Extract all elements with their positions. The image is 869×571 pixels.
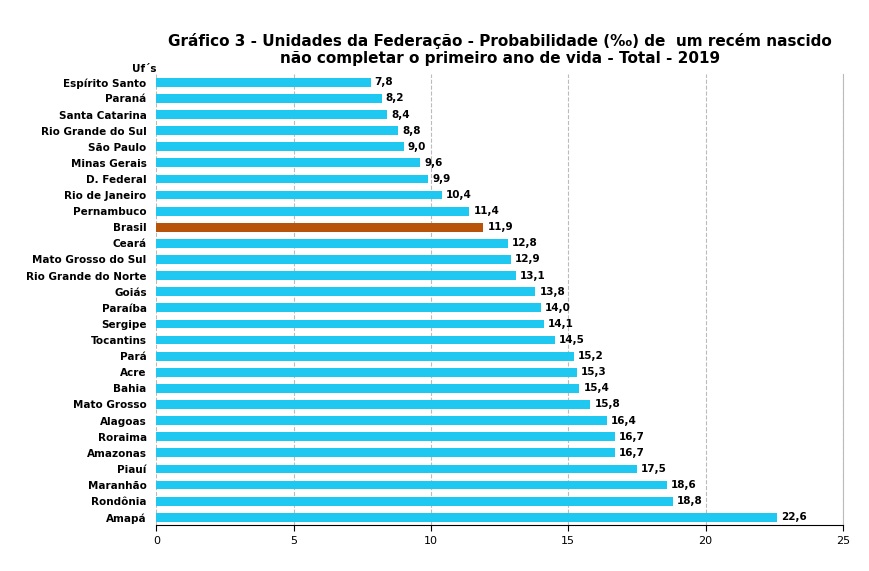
Text: 16,7: 16,7 bbox=[619, 448, 645, 458]
Text: 22,6: 22,6 bbox=[781, 512, 807, 522]
Text: 9,9: 9,9 bbox=[433, 174, 451, 184]
Text: 10,4: 10,4 bbox=[446, 190, 472, 200]
Bar bbox=[156, 384, 580, 393]
Bar bbox=[156, 368, 576, 377]
Text: 8,2: 8,2 bbox=[386, 94, 404, 103]
Text: 8,4: 8,4 bbox=[391, 110, 410, 119]
Text: 14,0: 14,0 bbox=[545, 303, 571, 313]
Bar bbox=[156, 432, 615, 441]
Bar bbox=[156, 142, 403, 151]
Text: 12,9: 12,9 bbox=[514, 255, 541, 264]
Text: 15,8: 15,8 bbox=[594, 400, 620, 409]
Bar bbox=[156, 481, 667, 489]
Bar bbox=[156, 255, 511, 264]
Bar bbox=[156, 126, 398, 135]
Bar bbox=[156, 94, 381, 103]
Bar bbox=[156, 78, 370, 87]
Text: 15,3: 15,3 bbox=[580, 367, 607, 377]
Bar bbox=[156, 497, 673, 505]
Title: Gráfico 3 - Unidades da Federação - Probabilidade (‰) de  um recém nascido
não c: Gráfico 3 - Unidades da Federação - Prob… bbox=[168, 33, 832, 66]
Text: 11,4: 11,4 bbox=[474, 206, 500, 216]
Text: 15,4: 15,4 bbox=[583, 383, 609, 393]
Text: 14,1: 14,1 bbox=[547, 319, 574, 329]
Bar bbox=[156, 303, 541, 312]
Bar bbox=[156, 191, 442, 199]
Text: 11,9: 11,9 bbox=[488, 222, 513, 232]
Text: 9,6: 9,6 bbox=[424, 158, 442, 168]
Bar bbox=[156, 352, 574, 361]
Text: 15,2: 15,2 bbox=[578, 351, 604, 361]
Text: 14,5: 14,5 bbox=[559, 335, 585, 345]
Text: 18,6: 18,6 bbox=[671, 480, 697, 490]
Bar bbox=[156, 448, 615, 457]
Bar bbox=[156, 464, 637, 473]
Bar bbox=[156, 110, 387, 119]
Bar bbox=[156, 513, 777, 522]
Bar bbox=[156, 223, 483, 232]
Bar bbox=[156, 239, 507, 248]
Bar bbox=[156, 400, 590, 409]
Text: 9,0: 9,0 bbox=[408, 142, 426, 152]
Bar bbox=[156, 320, 544, 328]
Text: Uf´s: Uf´s bbox=[132, 64, 156, 74]
Text: 16,4: 16,4 bbox=[611, 416, 637, 425]
Text: 13,1: 13,1 bbox=[521, 271, 546, 280]
Bar bbox=[156, 158, 420, 167]
Text: 13,8: 13,8 bbox=[540, 287, 565, 297]
Bar bbox=[156, 416, 607, 425]
Text: 8,8: 8,8 bbox=[402, 126, 421, 136]
Bar bbox=[156, 175, 428, 183]
Text: 16,7: 16,7 bbox=[619, 432, 645, 442]
Bar bbox=[156, 336, 554, 344]
Text: 7,8: 7,8 bbox=[375, 77, 394, 87]
Text: 18,8: 18,8 bbox=[677, 496, 702, 506]
Bar bbox=[156, 271, 516, 280]
Text: 12,8: 12,8 bbox=[512, 238, 538, 248]
Text: 17,5: 17,5 bbox=[641, 464, 667, 474]
Bar bbox=[156, 207, 469, 216]
Bar bbox=[156, 287, 535, 296]
